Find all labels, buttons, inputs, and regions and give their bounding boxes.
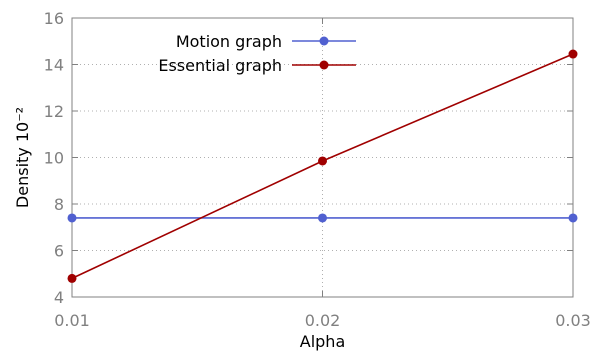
data-point [318, 213, 327, 223]
data-point [568, 49, 578, 59]
legend-marker [319, 60, 329, 70]
x-axis-title: Alpha [300, 332, 346, 351]
grid [72, 18, 573, 297]
y-tick-label: 16 [44, 9, 64, 28]
ticks: 4 6 8 10 12 14 16 0.01 0.02 0.03 [44, 9, 591, 330]
legend-label: Essential graph [158, 56, 282, 75]
y-tick-label: 4 [54, 288, 64, 307]
data-point [318, 156, 327, 166]
legend-label: Motion graph [176, 32, 282, 51]
x-tick-label: 0.02 [305, 311, 341, 330]
y-tick-label: 10 [44, 149, 64, 168]
data-point [568, 213, 578, 223]
data-point [67, 213, 77, 223]
x-tick-label: 0.03 [555, 311, 591, 330]
y-axis-title: Density 10⁻² [13, 107, 32, 208]
y-tick-label: 6 [54, 242, 64, 261]
legend: Motion graph Essential graph [158, 32, 356, 75]
data-point [67, 273, 77, 283]
y-tick-label: 14 [44, 56, 64, 75]
y-tick-label: 8 [54, 195, 64, 214]
series [67, 49, 578, 283]
x-tick-label: 0.01 [54, 311, 90, 330]
legend-marker [319, 36, 329, 46]
y-tick-label: 12 [44, 102, 64, 121]
